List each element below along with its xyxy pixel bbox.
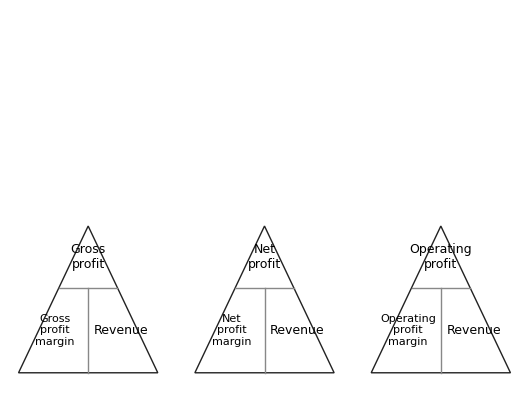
Text: Revenue: Revenue	[94, 324, 149, 337]
Text: Gross
profit
margin: Gross profit margin	[35, 314, 75, 347]
Text: Operating
profit
margin: Operating profit margin	[380, 314, 436, 347]
Text: Gross
profit: Gross profit	[70, 243, 106, 271]
Text: Revenue: Revenue	[446, 324, 501, 337]
Text: Revenue: Revenue	[270, 324, 325, 337]
Text: Operating
profit: Operating profit	[409, 243, 472, 271]
Text: Net
profit: Net profit	[248, 243, 281, 271]
Text: Net
profit
margin: Net profit margin	[212, 314, 251, 347]
